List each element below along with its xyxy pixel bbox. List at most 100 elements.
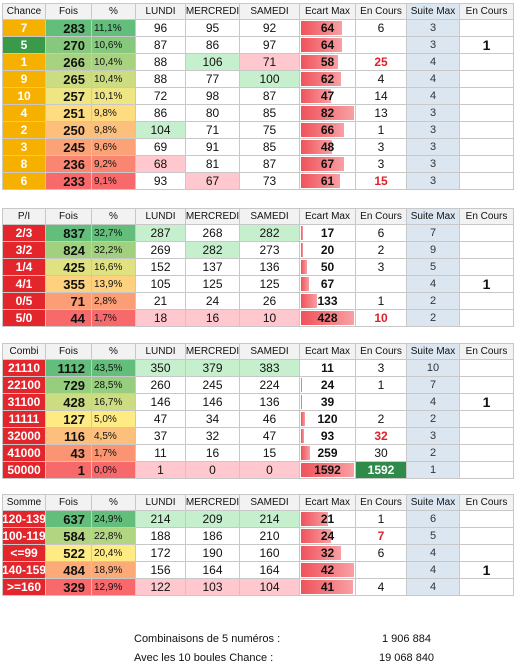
percent: 18,9%	[92, 562, 136, 579]
suite-max: 10	[407, 360, 460, 377]
suite-max: 7	[407, 225, 460, 242]
ecart-bar	[301, 72, 342, 86]
cell: 97	[240, 37, 300, 54]
cell: 269	[136, 242, 186, 259]
suite-max: 2	[407, 293, 460, 310]
cell: 68	[136, 156, 186, 173]
column-header: SAMEDI	[240, 208, 300, 225]
cell: 3	[356, 360, 407, 377]
row-label: 50000	[2, 462, 46, 479]
percent: 28,5%	[92, 377, 136, 394]
percent: 16,7%	[92, 394, 136, 411]
suite-max: 4	[407, 562, 460, 579]
count: 265	[46, 71, 92, 88]
count: 1112	[46, 360, 92, 377]
column-header: Suite Max	[407, 494, 460, 511]
ecart-bar	[301, 546, 342, 560]
ecart-max: 42	[300, 562, 356, 579]
suite-max: 4	[407, 54, 460, 71]
percent: 12,9%	[92, 579, 136, 596]
percent: 43,5%	[92, 360, 136, 377]
cell: 81	[186, 156, 240, 173]
cell: 125	[240, 276, 300, 293]
column-header: Combi	[2, 343, 46, 360]
ecart-value: 41	[320, 580, 335, 594]
cell: 156	[136, 562, 186, 579]
percent: 10,4%	[92, 54, 136, 71]
cell: 103	[186, 579, 240, 596]
ecart-value: 24	[320, 529, 335, 543]
cell: 30	[356, 445, 407, 462]
ecart-bar	[301, 174, 341, 188]
count: 116	[46, 428, 92, 445]
cell: 105	[136, 276, 186, 293]
en-cours-suite	[460, 242, 514, 259]
cell: 88	[136, 71, 186, 88]
count: 71	[46, 293, 92, 310]
count: 270	[46, 37, 92, 54]
cell: 0	[186, 462, 240, 479]
suite-max: 4	[407, 545, 460, 562]
cell: 1	[356, 293, 407, 310]
cell: 47	[240, 428, 300, 445]
cell: 287	[136, 225, 186, 242]
suite-max: 4	[407, 276, 460, 293]
cell: 136	[240, 259, 300, 276]
row-label: <=99	[2, 545, 46, 562]
ecart-bar	[301, 140, 333, 154]
cell	[356, 37, 407, 54]
en-cours-suite	[460, 528, 514, 545]
row-label: 4	[2, 105, 46, 122]
row-label: 21110	[2, 360, 46, 377]
en-cours-suite	[460, 445, 514, 462]
count: 257	[46, 88, 92, 105]
ecart-max: 48	[300, 139, 356, 156]
ecart-max: 24	[300, 377, 356, 394]
en-cours-suite: 1	[460, 394, 514, 411]
suite-max: 4	[407, 88, 460, 105]
ecart-value: 64	[320, 21, 335, 35]
row-label: 120-139	[2, 511, 46, 528]
ecart-bar	[301, 260, 308, 274]
cell: 104	[136, 122, 186, 139]
percent: 2,8%	[92, 293, 136, 310]
column-header: Ecart Max	[300, 3, 356, 20]
ecart-max: 64	[300, 37, 356, 54]
ecart-value: 428	[317, 311, 338, 325]
cell: 86	[186, 37, 240, 54]
row-label: 6	[2, 173, 46, 190]
count: 729	[46, 377, 92, 394]
en-cours-suite	[460, 105, 514, 122]
cell: 86	[136, 105, 186, 122]
en-cours-suite	[460, 139, 514, 156]
count: 425	[46, 259, 92, 276]
cell: 125	[186, 276, 240, 293]
en-cours-suite	[460, 360, 514, 377]
ecart-max: 58	[300, 54, 356, 71]
row-label: 1/4	[2, 259, 46, 276]
count: 837	[46, 225, 92, 242]
cell: 10	[356, 310, 407, 327]
cell: 14	[356, 88, 407, 105]
ecart-bar	[301, 446, 310, 460]
en-cours-suite	[460, 579, 514, 596]
footer-value: 1 906 884	[382, 633, 431, 645]
column-header: Somme	[2, 494, 46, 511]
cell: 13	[356, 105, 407, 122]
ecart-max: 50	[300, 259, 356, 276]
ecart-bar	[301, 512, 328, 526]
count: 355	[46, 276, 92, 293]
cell: 160	[240, 545, 300, 562]
count: 283	[46, 20, 92, 37]
cell: 260	[136, 377, 186, 394]
cell: 282	[240, 225, 300, 242]
suite-max: 3	[407, 428, 460, 445]
count: 1	[46, 462, 92, 479]
cell: 73	[240, 173, 300, 190]
percent: 10,1%	[92, 88, 136, 105]
cell: 15	[240, 445, 300, 462]
suite-max: 2	[407, 411, 460, 428]
column-header: Suite Max	[407, 3, 460, 20]
footer-value: 19 068 840	[379, 652, 435, 664]
column-header: LUNDI	[136, 343, 186, 360]
